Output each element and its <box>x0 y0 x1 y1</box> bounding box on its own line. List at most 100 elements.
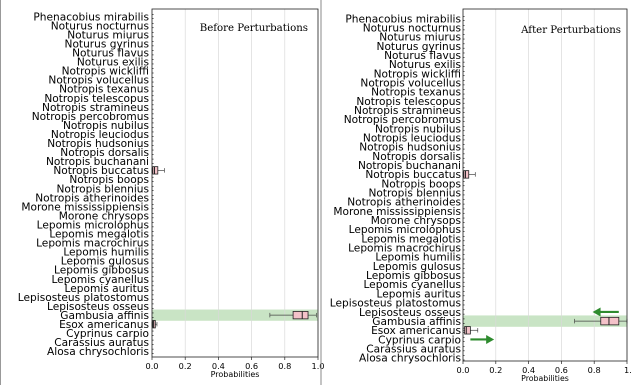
box-body <box>463 170 470 179</box>
category-label: Cyprinus carpio <box>378 334 461 346</box>
plot-area <box>152 9 318 357</box>
category-label: Notropis texanus <box>59 84 149 96</box>
x-tick-label: 0.2 <box>179 361 192 371</box>
category-label: Noturus nocturnus <box>51 20 149 32</box>
highlight-band <box>463 315 627 327</box>
category-label: Alosa chrysochloris <box>47 346 149 358</box>
category-label: Lepomis auritus <box>65 283 149 295</box>
box-gambusia-affinis <box>269 311 317 320</box>
category-label: Lepomis humilis <box>63 247 149 259</box>
panel-title: After Perturbations <box>520 25 621 36</box>
box-body <box>464 326 471 335</box>
category-label: Notropis atherinoides <box>35 192 149 204</box>
arrow-head <box>592 307 601 317</box>
category-label: Notropis buccatus <box>365 169 461 181</box>
category-label: Notropis nubilus <box>375 123 461 135</box>
category-label: Carassius auratus <box>54 337 149 349</box>
x-tick-label: 0.4 <box>522 365 535 375</box>
category-label: Esox americanus <box>59 319 149 331</box>
arrow-head <box>486 334 495 344</box>
category-label: Notropis boops <box>381 178 461 190</box>
category-label: Notropis hudsonius <box>47 138 149 150</box>
category-label: Lepomis gulosus <box>373 261 461 273</box>
box-body <box>292 311 309 320</box>
category-label: Lepomis macrochirus <box>36 238 149 250</box>
category-label: Notropis dorsalis <box>60 147 149 159</box>
category-label: Alosa chrysochloris <box>359 353 461 365</box>
category-label: Noturus gyrinus <box>65 38 149 50</box>
category-label: Notropis telescopus <box>44 93 149 105</box>
category-label: Notropis blennius <box>56 183 149 195</box>
x-axis-label: Probabilities <box>521 374 569 383</box>
category-label: Notropis percobromus <box>344 114 461 126</box>
box-notropis-buccatus <box>151 166 165 175</box>
category-label: Phenacobius mirabilis <box>345 13 461 25</box>
category-label: Lepisosteus osseus <box>47 301 149 313</box>
x-tick-label: 1.0 <box>311 361 324 371</box>
category-label: Lepomis auritus <box>377 288 461 300</box>
category-label: Lepomis megalotis <box>361 233 461 245</box>
category-label: Lepisosteus platostomus <box>18 292 149 304</box>
category-label: Notropis leuciodus <box>51 129 149 141</box>
category-label: Cyprinus carpio <box>66 328 149 340</box>
category-label: Notropis percobromus <box>32 111 149 123</box>
category-label: Notropis boops <box>69 174 149 186</box>
category-label: Lepomis cyanellus <box>51 274 149 286</box>
category-label: Lepisosteus osseus <box>359 307 461 319</box>
x-tick-label: 0.8 <box>588 365 601 375</box>
category-label: Gambusia affinis <box>60 310 149 322</box>
panel-title: Before Perturbations <box>200 23 308 34</box>
category-label: Morone chrysops <box>59 210 149 222</box>
category-label: Lepomis gibbosus <box>54 265 149 277</box>
x-tick-label: 0.8 <box>278 361 291 371</box>
category-label: Notropis buccatus <box>53 165 149 177</box>
highlight-band <box>152 309 318 321</box>
category-label: Notropis wickliffi <box>62 66 149 78</box>
x-tick-label: 0.6 <box>245 361 258 371</box>
category-label: Noturus nocturnus <box>363 22 461 34</box>
plot-area <box>463 9 627 361</box>
category-label: Notropis dorsalis <box>372 151 461 163</box>
x-tick-label: 0.0 <box>145 361 158 371</box>
category-label: Lepomis microlophus <box>37 219 149 231</box>
category-label: Esox americanus <box>371 325 461 337</box>
box-gambusia-affinis <box>574 316 628 326</box>
category-label: Lepomis humilis <box>375 252 461 264</box>
category-label: Notropis stramineus <box>354 105 461 117</box>
category-label: Notropis volucellus <box>360 78 461 90</box>
category-label: Phenacobius mirabilis <box>33 11 149 23</box>
box-body <box>152 166 159 175</box>
category-label: Morone mississippiensis <box>333 206 461 218</box>
category-label: Noturus exilis <box>77 57 149 69</box>
x-tick-label: 1. <box>624 365 631 375</box>
category-label: Notropis stramineus <box>42 102 149 114</box>
category-label: Gambusia affinis <box>372 316 461 328</box>
category-label: Notropis volucellus <box>48 75 149 87</box>
category-label: Notropis telescopus <box>356 96 461 108</box>
x-axis-label: Probabilities <box>211 370 260 379</box>
category-label: Notropis nubilus <box>63 120 149 132</box>
category-label: Lepomis microlophus <box>349 224 461 236</box>
x-tick-label: 0.2 <box>489 365 502 375</box>
category-label: Lepomis macrochirus <box>348 243 461 255</box>
category-label: Morone chrysops <box>371 215 461 227</box>
category-label: Notropis texanus <box>371 87 461 99</box>
category-label: Notropis atherinoides <box>347 197 461 209</box>
box-body <box>600 316 620 326</box>
category-label: Lepomis gulosus <box>61 256 149 268</box>
axes-frame <box>151 8 319 358</box>
category-label: Lepomis cyanellus <box>363 279 461 291</box>
category-label: Noturus exilis <box>389 59 461 71</box>
axes-frame <box>462 8 628 362</box>
category-label: Carassius auratus <box>366 343 461 355</box>
category-label: Lepomis gibbosus <box>366 270 461 282</box>
category-label: Noturus miurus <box>67 29 149 41</box>
x-tick-label: 0.0 <box>456 365 469 375</box>
category-label: Noturus flavus <box>384 50 461 62</box>
arrow-left <box>592 307 619 317</box>
arrow-right <box>470 334 495 344</box>
category-label: Morone mississippiensis <box>21 201 149 213</box>
